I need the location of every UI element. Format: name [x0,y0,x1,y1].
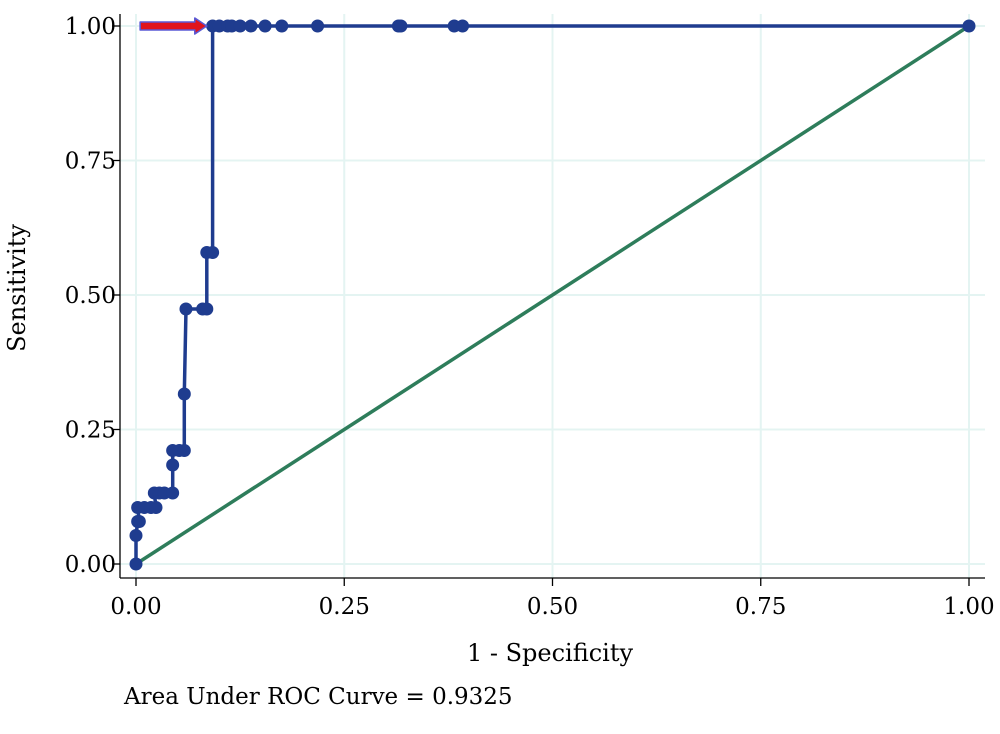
y-tick-labels: 0.00 0.25 0.50 0.75 1.00 [65,14,116,578]
roc-point [275,19,289,33]
roc-point [311,19,325,33]
y-axis-title: Sensitivity [3,224,31,352]
roc-point [149,501,163,515]
roc-point [233,19,247,33]
roc-point [177,443,191,457]
roc-point [179,302,193,316]
arrow-shape [139,17,208,35]
roc-point [166,458,180,472]
auc-note: Area Under ROC Curve = 0.9325 [124,684,513,710]
roc-point [394,19,408,33]
roc-point [206,245,220,259]
roc-point [456,19,470,33]
roc-point [132,514,146,528]
reference-line [135,24,970,566]
roc-point [177,387,191,401]
x-axis-title: 1 - Specificity [467,639,634,667]
roc-point [962,19,976,33]
x-tick-labels: 0.00 0.25 0.50 0.75 1.00 [110,594,994,620]
roc-point [129,528,143,542]
roc-point [200,302,214,316]
x-tick-label: 0.75 [735,594,786,620]
roc-point [244,19,258,33]
x-tick-label: 0.25 [319,594,370,620]
x-tick-label: 0.50 [527,594,578,620]
roc-point [129,557,143,571]
axes [112,14,985,586]
y-tick-label: 0.75 [65,149,116,175]
y-tick-label: 0.00 [65,552,116,578]
x-tick-label: 0.00 [110,594,161,620]
y-tick-label: 0.25 [65,418,116,444]
roc-series [129,19,976,571]
annotation-arrow [139,17,208,35]
roc-point [258,19,272,33]
roc-point [166,486,180,500]
y-tick-label: 0.50 [65,283,116,309]
y-tick-label: 1.00 [65,14,116,40]
x-tick-label: 1.00 [943,594,994,620]
reference-series [135,24,970,566]
